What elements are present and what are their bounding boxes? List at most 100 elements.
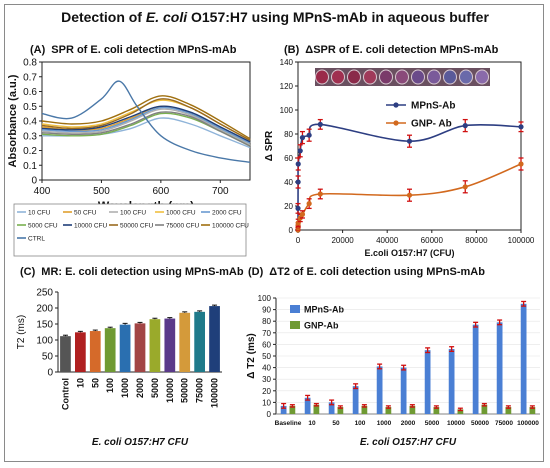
- data-point: [295, 161, 301, 167]
- legend-label: 100 CFU: [120, 210, 146, 217]
- bar: [424, 350, 431, 414]
- legend-label: 75000 CFU: [166, 223, 200, 230]
- panel-b-header: (B) ΔSPR of E. coli detection MPnS-mAb: [284, 44, 499, 56]
- series-line: [41, 95, 251, 140]
- x-tick-label: 100: [355, 420, 366, 427]
- y-tick-label: 100: [258, 294, 272, 303]
- panel-c-chart: 0 50 100 150 200 250 Control 10 50 100 1000 2000 500…: [16, 288, 222, 448]
- legend: 10 CFU 50 CFU 100 CFU 1000 CFU 2000 CFU 5000 …: [13, 203, 249, 257]
- y-tick-label: 150: [36, 320, 53, 331]
- bar: [60, 336, 71, 372]
- bar: [385, 407, 392, 414]
- y-tick-label: 0.5: [23, 102, 37, 113]
- y-tick-label: 10: [262, 398, 271, 407]
- bar: [304, 397, 311, 414]
- sample-well: [475, 69, 489, 85]
- y-axis-label: Δ SPR: [264, 130, 275, 161]
- y-tick-label: 80: [284, 130, 293, 139]
- sample-well: [331, 69, 345, 85]
- bar: [179, 312, 191, 372]
- x-tick-label: 50: [332, 420, 340, 427]
- bar: [376, 366, 383, 414]
- y-tick-label: 0.2: [23, 146, 37, 157]
- y-tick-label: 0.4: [23, 117, 37, 128]
- x-tick-label: 100000: [210, 378, 220, 408]
- legend-swatch: [290, 321, 300, 329]
- panel-d-header: (D) ΔT2 of E. coli detection using MPnS-m…: [248, 266, 485, 278]
- legend-label: MPnS-Ab: [411, 101, 455, 112]
- data-point: [306, 132, 312, 138]
- y-tick-label: 200: [36, 304, 53, 315]
- legend-label: 50000 CFU: [120, 223, 154, 230]
- y-tick-label: 0.3: [23, 131, 37, 142]
- legend-label: 2000 CFU: [212, 210, 242, 217]
- legend-label: CTRL: [28, 236, 45, 243]
- data-point: [518, 124, 524, 130]
- bar: [194, 311, 206, 372]
- x-tick-label: 50000: [471, 420, 489, 427]
- bar: [89, 331, 101, 372]
- figure-frame: [4, 4, 544, 462]
- x-tick-label: 1000: [120, 378, 130, 398]
- y-axis-label: Absorbance (a.u.): [7, 74, 19, 167]
- data-point: [299, 211, 306, 217]
- x-tick-label: 10000: [447, 420, 465, 427]
- legend-label: 10 CFU: [28, 210, 51, 217]
- y-tick-label: 40: [284, 178, 293, 187]
- sample-well: [363, 69, 377, 85]
- x-tick-label: 10: [75, 378, 85, 388]
- y-tick-label: 0.1: [23, 161, 37, 172]
- bar: [209, 306, 220, 372]
- y-tick-label: 0.7: [23, 72, 37, 83]
- series-line: [41, 106, 251, 144]
- y-tick-label: 80: [262, 317, 271, 326]
- panel-d-chart: 0 10 20 30 40 50 60 70 80 90 100 Baseline 10 50 100 100…: [246, 294, 540, 448]
- x-tick-label: 600: [153, 186, 170, 197]
- x-axis-label: E. coli O157:H7 CFU: [360, 437, 457, 448]
- bar: [74, 332, 86, 372]
- panel-c-header: (C) MR: E. coli detection using MPnS-mAb: [20, 266, 244, 278]
- y-tick-label: 50: [42, 352, 54, 363]
- bar: [529, 407, 536, 414]
- x-tick-label: 60000: [421, 236, 444, 245]
- sample-well: [379, 69, 393, 85]
- y-tick-label: 70: [262, 329, 271, 338]
- y-tick-label: 20: [262, 387, 271, 396]
- y-tick-label: 140: [280, 58, 294, 67]
- x-axis-label: E. coli O157:H7 CFU: [92, 437, 189, 448]
- x-tick-label: 100: [105, 378, 115, 393]
- x-tick-label: 2000: [401, 420, 416, 427]
- bar: [352, 386, 359, 414]
- x-tick-label: 100000: [517, 420, 539, 427]
- y-tick-label: 100: [280, 106, 294, 115]
- data-point: [406, 138, 413, 144]
- bar: [457, 409, 464, 414]
- bar: [520, 303, 527, 414]
- x-tick-label: 100000: [508, 236, 535, 245]
- data-point: [295, 205, 301, 211]
- legend: MPnS-Ab GNP- Ab: [386, 101, 455, 130]
- legend-label: GNP-Ab: [304, 321, 339, 331]
- legend-label: 1000 CFU: [166, 210, 196, 217]
- bar: [472, 324, 479, 414]
- bar: [289, 405, 296, 414]
- data-point: [317, 121, 323, 127]
- sample-well: [411, 69, 425, 85]
- x-tick-label: 5000: [425, 420, 440, 427]
- bar: [328, 402, 335, 414]
- y-tick-label: 0: [31, 176, 37, 187]
- series-line: [41, 105, 251, 143]
- data-point: [518, 161, 524, 167]
- y-tick-label: 20: [284, 202, 293, 211]
- x-tick-label: 700: [212, 186, 229, 197]
- legend-label: MPnS-Ab: [304, 305, 344, 315]
- legend-swatch: [290, 305, 300, 313]
- data-point: [462, 123, 468, 129]
- y-tick-label: 50: [262, 352, 271, 361]
- x-tick-label: 50000: [180, 378, 190, 403]
- y-tick-label: 60: [262, 340, 271, 349]
- x-tick-label: 80000: [465, 236, 488, 245]
- bar: [149, 319, 161, 372]
- y-tick-label: 30: [262, 375, 271, 384]
- plot-area-frame: [297, 61, 522, 231]
